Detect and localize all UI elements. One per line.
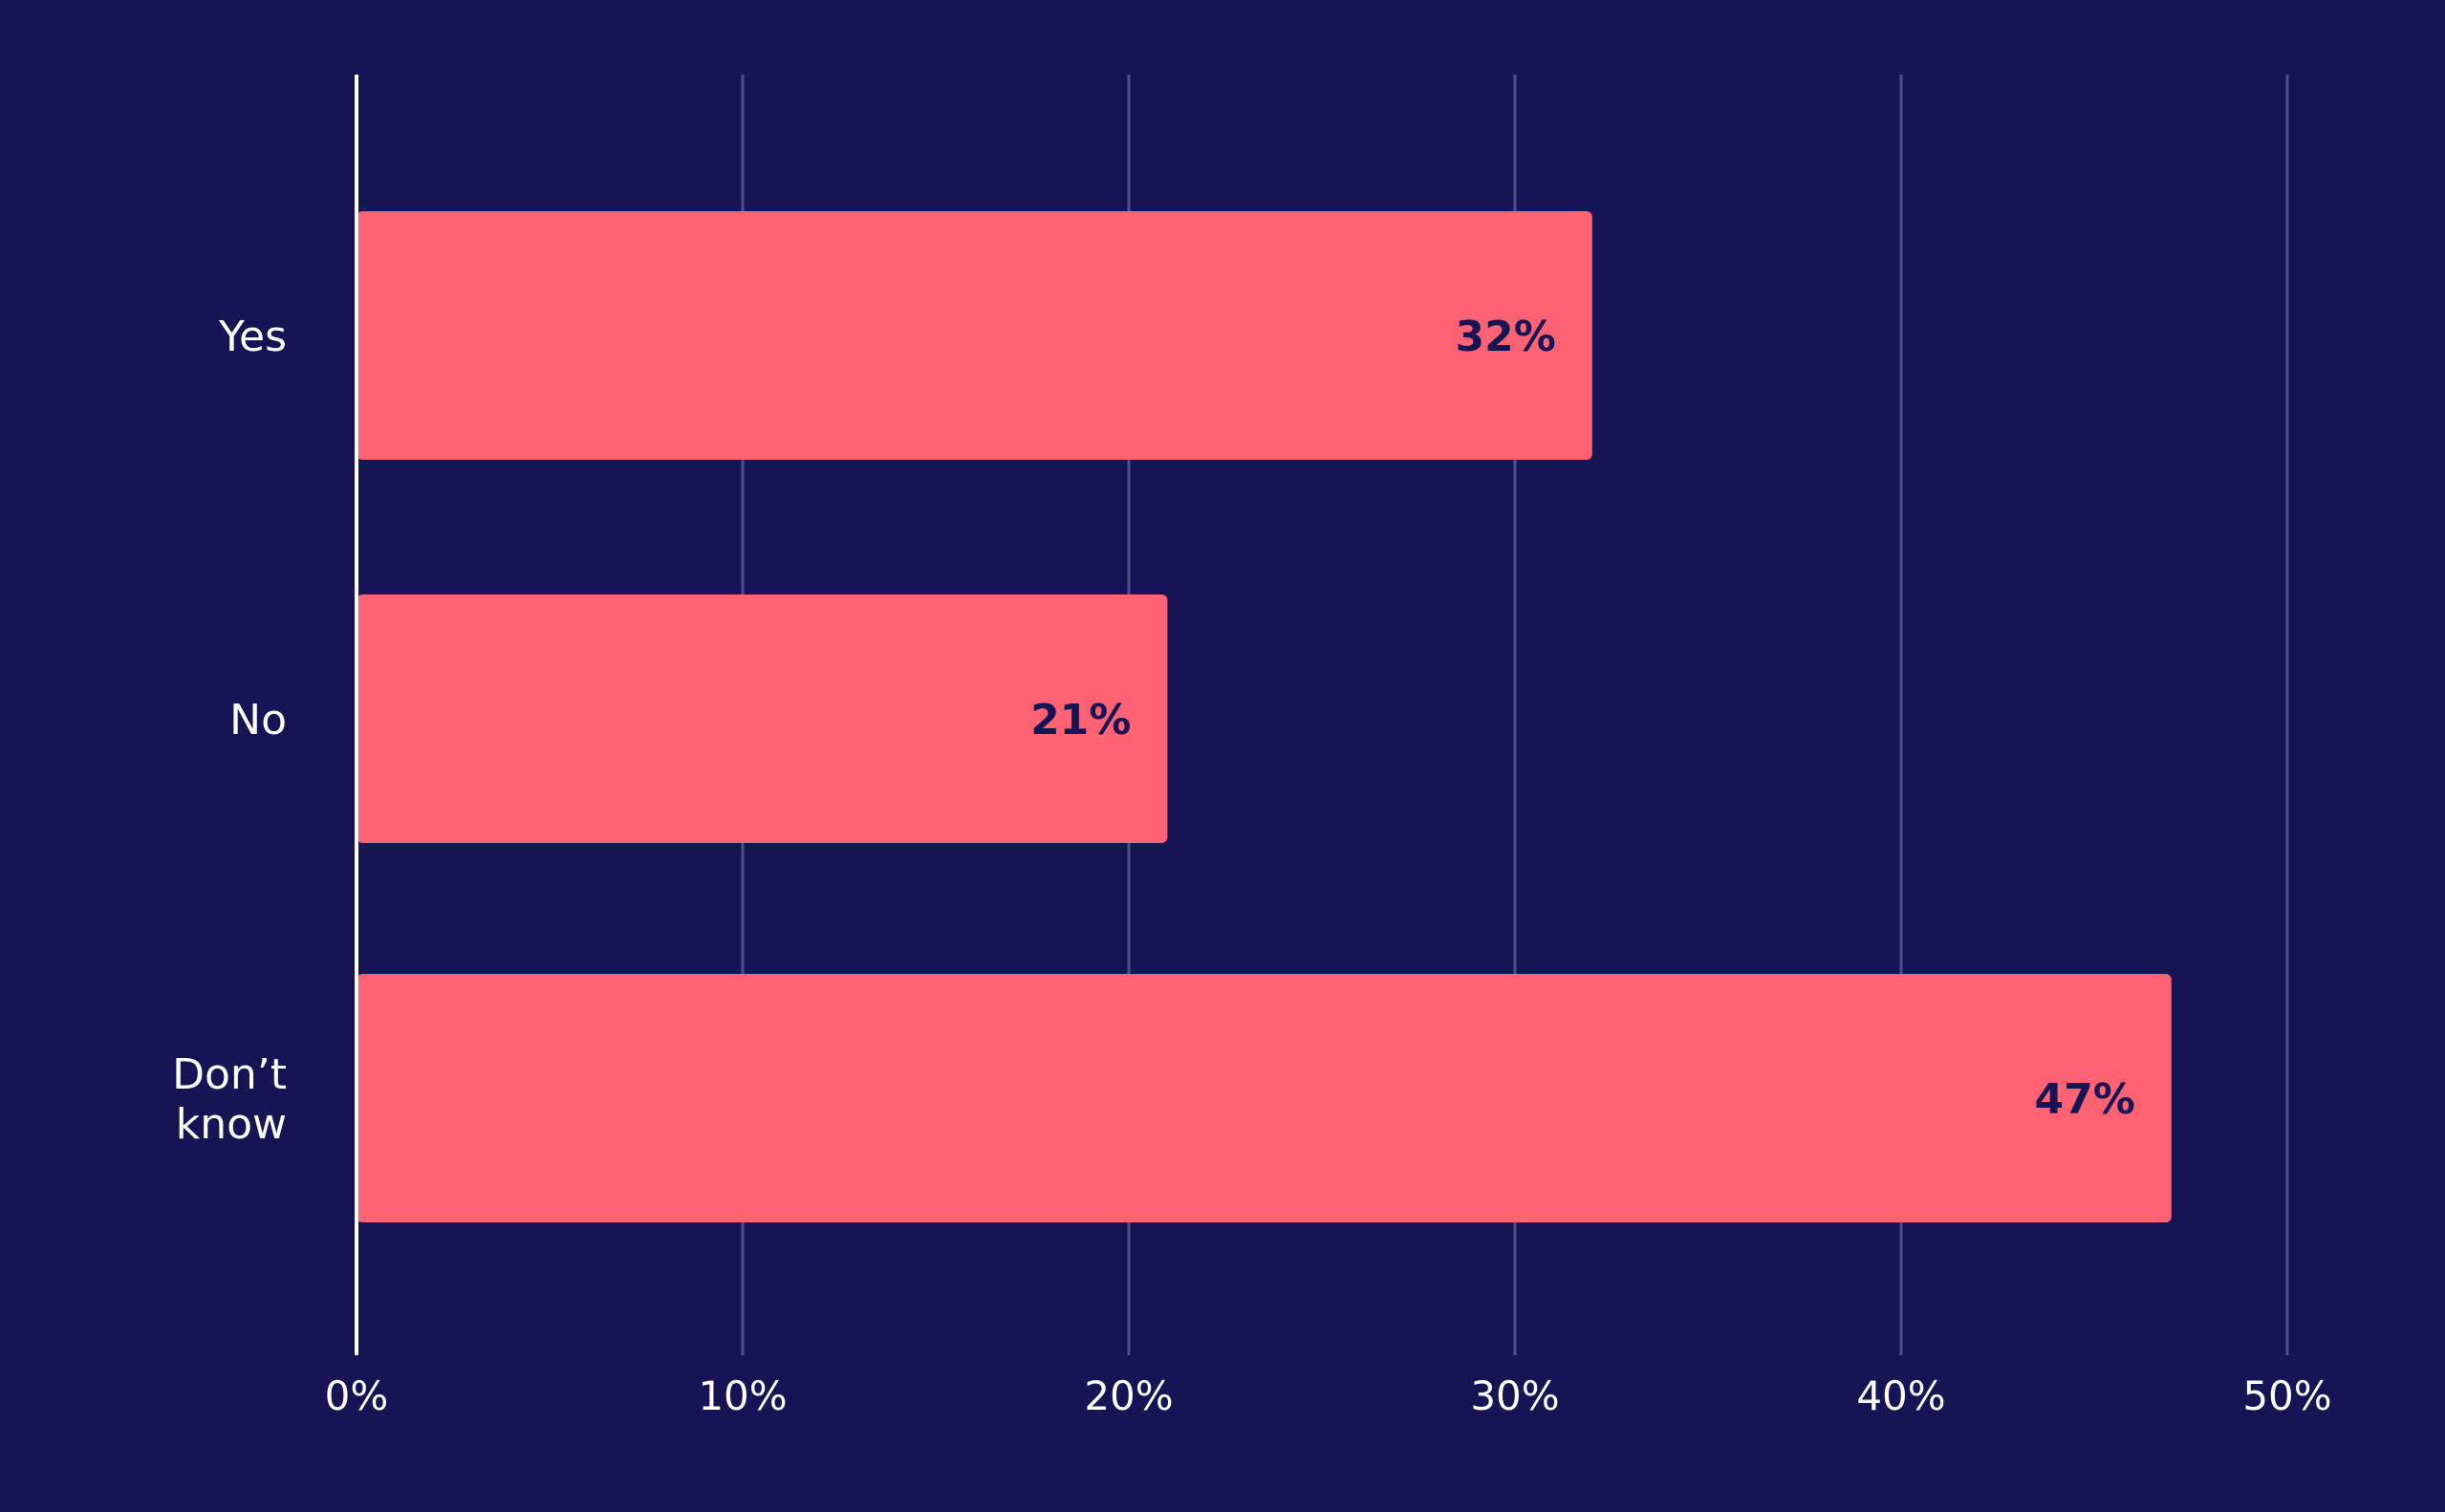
- category-label-0: Yes: [218, 313, 287, 361]
- bar-0: [357, 211, 1592, 460]
- tick-label-50: 50%: [2242, 1372, 2331, 1419]
- value-labels: 32% 21% 47%: [1030, 313, 2135, 1124]
- tick-label-30: 30%: [1470, 1372, 1559, 1419]
- category-label-2: Don’t know: [172, 1050, 287, 1149]
- bar-1: [357, 594, 1168, 843]
- bars: [357, 211, 2172, 1222]
- bar-2: [357, 974, 2172, 1222]
- value-label-2: 47%: [2034, 1075, 2134, 1124]
- category-label-1: No: [229, 696, 287, 745]
- tick-label-10: 10%: [698, 1372, 787, 1419]
- category-label-1-line-0: No: [229, 696, 287, 745]
- value-label-1: 21%: [1030, 696, 1131, 745]
- tick-label-40: 40%: [1856, 1372, 1945, 1419]
- tick-label-0: 0%: [325, 1372, 389, 1419]
- category-labels: Yes No Don’t know: [172, 313, 287, 1149]
- category-label-2-line-0: Don’t: [172, 1050, 287, 1099]
- tick-label-20: 20%: [1084, 1372, 1173, 1419]
- category-label-2-line-1: know: [176, 1100, 287, 1149]
- value-label-0: 32%: [1455, 313, 1555, 361]
- x-axis-tick-labels: 0% 10% 20% 30% 40% 50%: [325, 1372, 2332, 1419]
- category-label-0-line-0: Yes: [218, 313, 287, 361]
